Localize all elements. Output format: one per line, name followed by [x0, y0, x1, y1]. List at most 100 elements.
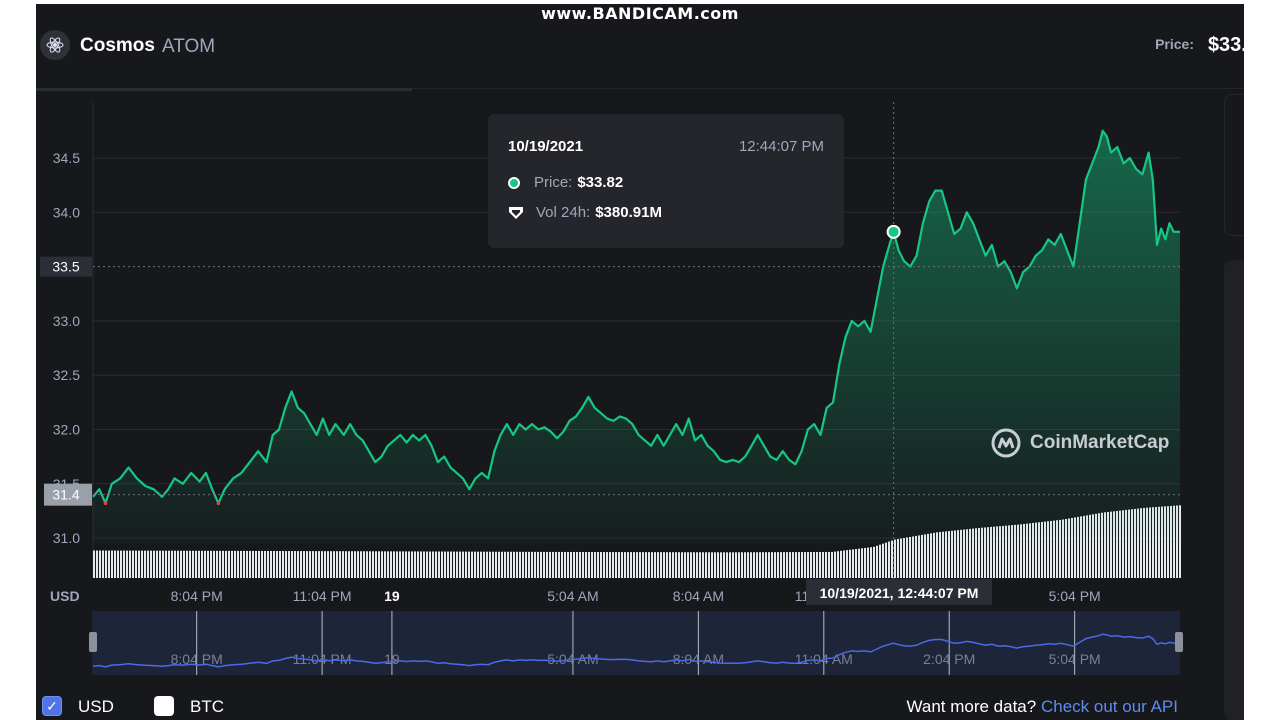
- volume-bar: [372, 551, 374, 578]
- volume-bar: [516, 551, 518, 578]
- price-value: $33.8: [1207, 34, 1244, 56]
- volume-bar: [450, 551, 452, 578]
- volume-bar: [342, 551, 344, 578]
- volume-bar: [855, 549, 857, 578]
- navigator-left-handle[interactable]: [89, 632, 97, 652]
- volume-bar: [207, 550, 209, 578]
- volume-bar: [804, 552, 806, 578]
- tooltip-time: 12:44:07 PM: [738, 138, 824, 155]
- volume-bar: [1026, 523, 1028, 578]
- x-tick-label: 5:04 AM: [547, 588, 598, 604]
- volume-bar: [333, 551, 335, 578]
- volume-bar: [717, 552, 719, 578]
- btc-checkbox-label[interactable]: BTC: [190, 697, 224, 716]
- volume-bar: [990, 526, 992, 578]
- volume-bar: [1101, 512, 1103, 578]
- volume-bar: [441, 551, 443, 578]
- volume-bar: [1002, 525, 1004, 578]
- volume-bar: [681, 552, 683, 578]
- volume-bar: [201, 550, 203, 578]
- navigator-tick-label: 2:04 PM: [923, 651, 975, 667]
- volume-bar: [588, 552, 590, 578]
- volume-bar: [507, 551, 509, 578]
- volume-bar: [783, 552, 785, 578]
- price-line-series: [92, 129, 1180, 506]
- volume-bar: [114, 550, 116, 578]
- chart-window: www.BANDICAM.com Cosmos ATOM Price: $33.…: [36, 4, 1244, 720]
- volume-bar: [696, 552, 698, 578]
- price-label: Price:: [1155, 36, 1194, 52]
- volume-bar: [93, 550, 95, 578]
- tooltip-volume-row: Vol 24h: $380.91M: [508, 204, 662, 221]
- volume-bar: [873, 546, 875, 578]
- volume-bar: [558, 551, 560, 578]
- volume-bar: [630, 552, 632, 578]
- volume-bar: [111, 550, 113, 578]
- volume-bar: [489, 551, 491, 578]
- volume-bar: [267, 550, 269, 578]
- volume-bar: [216, 550, 218, 578]
- price-chart[interactable]: 31.031.532.032.533.034.034.5 8:04 PM11:0…: [36, 4, 1244, 684]
- volume-bar: [738, 552, 740, 578]
- volume-bar: [660, 552, 662, 578]
- volume-bar: [234, 550, 236, 578]
- crosshair-price-tag: 33.5: [40, 256, 92, 277]
- volume-bar: [672, 552, 674, 578]
- volume-bar: [888, 541, 890, 578]
- volume-bar: [105, 550, 107, 578]
- volume-bar: [513, 551, 515, 578]
- volume-bar: [708, 552, 710, 578]
- volume-bar: [1116, 510, 1118, 578]
- price-dot-icon: [508, 176, 520, 189]
- low-price-tag: 31.4: [44, 483, 92, 506]
- down-tick-marker: [216, 501, 221, 506]
- volume-bar: [789, 552, 791, 578]
- price-area-fill: [93, 130, 1180, 545]
- volume-bar: [624, 552, 626, 578]
- volume-bar: [324, 551, 326, 578]
- crosshair-price-label: 33.5: [52, 259, 79, 275]
- more-data-prompt: Want more data?: [906, 697, 1037, 716]
- volume-bar: [498, 551, 500, 578]
- api-link[interactable]: Check out our API: [1040, 697, 1178, 716]
- volume-bar: [1032, 522, 1034, 578]
- recording-watermark: www.BANDICAM.com: [541, 4, 739, 23]
- volume-bar: [777, 552, 779, 578]
- currency-axis-label: USD: [50, 588, 80, 604]
- volume-bar: [444, 551, 446, 578]
- volume-bar: [186, 550, 188, 578]
- volume-bar: [411, 551, 413, 578]
- btc-checkbox[interactable]: [154, 696, 174, 716]
- volume-bar: [987, 527, 989, 578]
- volume-bar: [669, 552, 671, 578]
- volume-bar: [357, 551, 359, 578]
- volume-bar: [432, 551, 434, 578]
- side-panel-lower: [1224, 260, 1244, 720]
- navigator[interactable]: 8:04 PM 11:04 PM 19 5:04 AM 8:04 AM 11:04 AM 2…: [89, 611, 1183, 675]
- volume-bar: [627, 552, 629, 578]
- volume-bar: [249, 550, 251, 578]
- crosshair-time-label: 10/19/2021, 12:44:07 PM: [820, 585, 979, 601]
- volume-bar: [930, 533, 932, 578]
- volume-bar: [1047, 521, 1049, 578]
- volume-bar: [819, 551, 821, 578]
- volume-bar: [894, 539, 896, 578]
- volume-bar: [747, 552, 749, 578]
- volume-bar: [108, 550, 110, 578]
- navigator-right-handle[interactable]: [1175, 632, 1183, 652]
- volume-bar: [801, 552, 803, 578]
- volume-bar: [393, 551, 395, 578]
- volume-bar: [774, 552, 776, 578]
- volume-bar: [363, 551, 365, 578]
- volume-bar: [1074, 517, 1076, 578]
- x-tick-label: 19: [384, 588, 400, 604]
- usd-checkbox[interactable]: ✓: [42, 696, 62, 716]
- volume-bar: [168, 550, 170, 578]
- usd-checkbox-label[interactable]: USD: [78, 697, 114, 716]
- price-line: [92, 129, 1180, 505]
- volume-bar: [414, 551, 416, 578]
- volume-bar: [561, 551, 563, 578]
- volume-bar: [564, 551, 566, 578]
- coinmarketcap-text: CoinMarketCap: [1030, 432, 1170, 453]
- y-tick-label: 34.0: [53, 204, 80, 220]
